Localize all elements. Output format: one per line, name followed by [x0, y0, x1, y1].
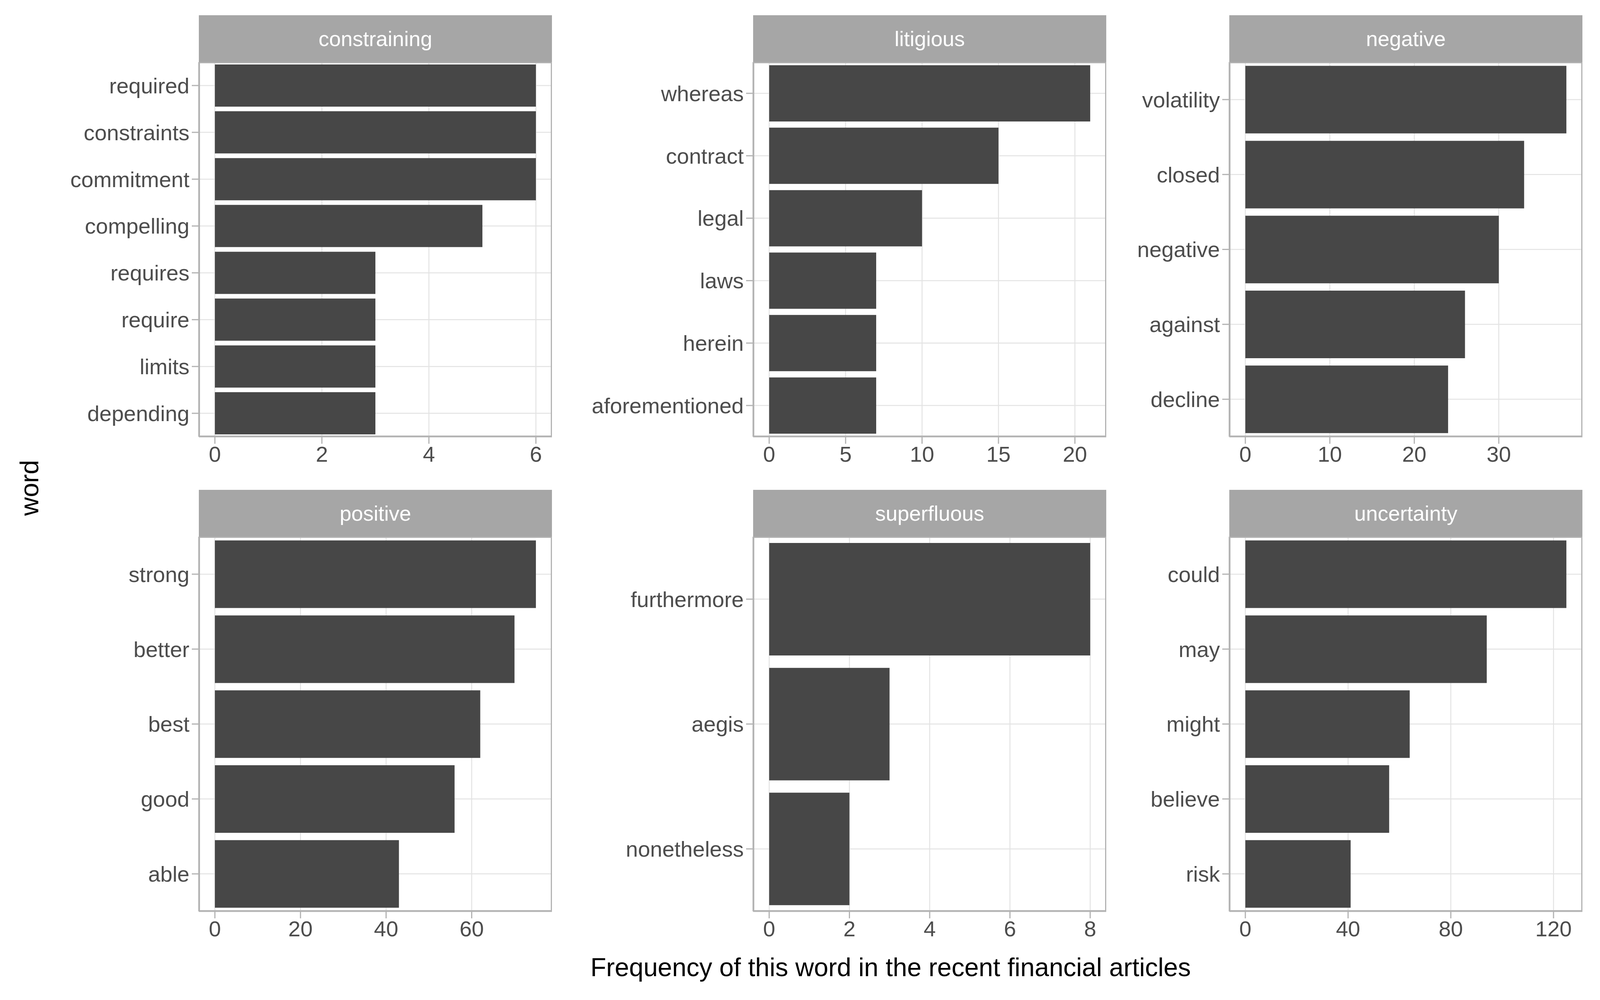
svg-text:furthermore: furthermore — [630, 587, 744, 612]
html-text:word: word — [14, 459, 44, 516]
svg-text:4: 4 — [422, 441, 435, 467]
svg-text:might: might — [1166, 711, 1220, 737]
svg-text:compelling: compelling — [84, 213, 190, 239]
svg-text:decline: decline — [1150, 387, 1220, 412]
html-text:positive: positive — [339, 501, 412, 525]
svg-text:0: 0 — [763, 441, 776, 467]
svg-text:6: 6 — [1003, 916, 1017, 942]
svg-text:30: 30 — [1486, 441, 1511, 467]
svg-text:60: 60 — [459, 916, 484, 942]
svg-text:8: 8 — [1083, 916, 1097, 942]
svg-text:6: 6 — [529, 441, 542, 467]
svg-text:limits: limits — [139, 354, 190, 379]
html-text:superfluous: superfluous — [875, 501, 985, 525]
svg-text:believe: believe — [1150, 786, 1220, 812]
svg-text:4: 4 — [923, 916, 936, 942]
html-text:Frequency of this word in the: Frequency of this word in the recent fin… — [590, 952, 1191, 982]
svg-text:whereas: whereas — [660, 81, 744, 106]
svg-text:against: against — [1149, 312, 1220, 337]
svg-text:may: may — [1178, 637, 1220, 662]
svg-text:0: 0 — [763, 916, 776, 942]
svg-text:80: 80 — [1438, 916, 1463, 942]
svg-text:require: require — [121, 307, 190, 333]
svg-text:herein: herein — [682, 330, 744, 356]
svg-text:laws: laws — [700, 268, 744, 293]
svg-text:better: better — [133, 637, 190, 662]
svg-text:15: 15 — [986, 441, 1011, 467]
svg-text:depending: depending — [87, 401, 190, 426]
svg-text:120: 120 — [1535, 916, 1572, 942]
svg-text:5: 5 — [839, 441, 852, 467]
svg-text:10: 10 — [909, 441, 934, 467]
svg-text:constraints: constraints — [83, 120, 190, 145]
svg-text:0: 0 — [1239, 441, 1252, 467]
svg-text:20: 20 — [288, 916, 313, 942]
svg-text:40: 40 — [373, 916, 399, 942]
svg-text:0: 0 — [1239, 916, 1252, 942]
svg-text:2: 2 — [843, 916, 856, 942]
svg-text:commitment: commitment — [70, 167, 190, 192]
html-text:negative: negative — [1365, 26, 1446, 51]
svg-text:2: 2 — [315, 441, 328, 467]
svg-text:could: could — [1167, 562, 1220, 587]
html-text:litigious: litigious — [894, 26, 965, 51]
svg-text:strong: strong — [128, 562, 190, 587]
svg-text:good: good — [140, 786, 190, 812]
svg-text:nonetheless: nonetheless — [625, 836, 744, 862]
svg-text:aforementioned: aforementioned — [591, 393, 744, 418]
svg-text:contract: contract — [666, 143, 745, 169]
svg-text:risk: risk — [1185, 861, 1221, 887]
svg-text:10: 10 — [1317, 441, 1342, 467]
svg-text:negative: negative — [1137, 237, 1220, 262]
svg-text:closed: closed — [1156, 162, 1220, 188]
svg-text:aegis: aegis — [691, 711, 744, 737]
svg-text:0: 0 — [208, 441, 222, 467]
svg-text:40: 40 — [1335, 916, 1361, 942]
html-text:constraining: constraining — [318, 26, 433, 51]
svg-text:best: best — [148, 711, 190, 737]
svg-text:able: able — [148, 861, 190, 887]
html-text:uncertainty: uncertainty — [1354, 501, 1458, 525]
svg-text:required: required — [109, 73, 190, 99]
svg-text:volatility: volatility — [1142, 87, 1220, 113]
svg-text:20: 20 — [1062, 441, 1088, 467]
svg-text:requires: requires — [110, 260, 190, 286]
svg-text:legal: legal — [697, 205, 744, 231]
svg-text:20: 20 — [1401, 441, 1427, 467]
svg-text:0: 0 — [208, 916, 222, 942]
